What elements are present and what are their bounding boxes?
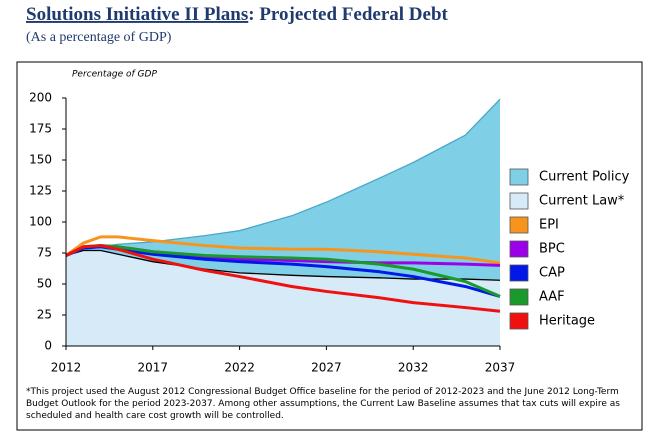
chart-subtitle: (As a percentage of GDP) [26, 30, 172, 45]
legend-swatch [509, 192, 529, 210]
legend-label: Current Law* [539, 194, 625, 209]
legend-swatch [509, 288, 529, 306]
legend-label: EPI [539, 218, 559, 233]
y-axis-label: Percentage of GDP [72, 70, 157, 80]
legend-label: Current Policy [539, 170, 630, 185]
x-tick-label: 2012 [51, 361, 82, 375]
area [66, 250, 500, 346]
legend-label: BPC [539, 242, 565, 257]
y-tick-label: 50 [37, 277, 52, 291]
line [65, 235, 501, 265]
x-tick-label: 2027 [311, 361, 342, 375]
legend-swatch [509, 216, 529, 234]
y-tick-label: 0 [44, 339, 52, 353]
title-main: Solutions Initiative II Plans [26, 4, 248, 25]
legend-label: Heritage [539, 314, 595, 329]
y-tick-label: 125 [29, 184, 52, 198]
y-tick-label: 175 [29, 122, 52, 136]
y-tick-label: 200 [29, 91, 52, 105]
title-rest: : Projected Federal Debt [248, 4, 448, 25]
area-edge [65, 249, 501, 281]
x-tick-label: 2037 [485, 361, 516, 375]
y-tick-label: 75 [37, 246, 52, 260]
x-tick-label: 2032 [398, 361, 429, 375]
line [65, 244, 501, 313]
legend-swatch [509, 264, 529, 282]
y-tick-label: 150 [29, 153, 52, 167]
footnote: *This project used the August 2012 Congr… [26, 387, 620, 421]
x-tick-label: 2017 [138, 361, 169, 375]
legend-swatch [509, 240, 529, 258]
y-tick-label: 100 [29, 215, 52, 229]
legend-label: AAF [539, 290, 565, 305]
y-tick-label: 25 [37, 308, 52, 322]
x-tick-label: 2022 [224, 361, 255, 375]
legend-swatch [509, 312, 529, 330]
chart-title: Solutions Initiative II Plans: Projected… [26, 4, 449, 25]
frame [16, 61, 643, 431]
legend-label: CAP [539, 266, 565, 281]
legend-swatch [509, 168, 529, 186]
